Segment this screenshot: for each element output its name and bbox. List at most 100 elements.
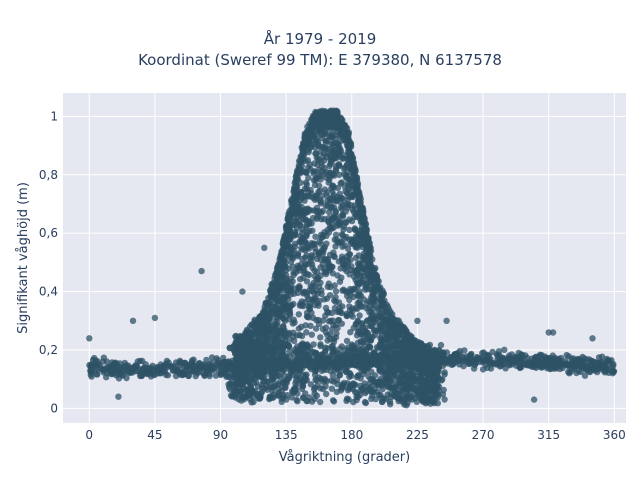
- data-point: [604, 357, 612, 364]
- data-point: [297, 212, 304, 220]
- data-point: [287, 215, 294, 222]
- data-point: [339, 287, 346, 294]
- data-point: [330, 155, 337, 162]
- data-point: [358, 339, 365, 346]
- data-point: [304, 123, 311, 130]
- data-point: [399, 358, 407, 366]
- data-point: [282, 333, 289, 340]
- data-point: [254, 369, 262, 376]
- data-point: [371, 332, 379, 339]
- data-point: [339, 155, 347, 162]
- data-point: [311, 241, 318, 248]
- data-point: [370, 266, 377, 273]
- data-point: [374, 283, 381, 291]
- data-point: [435, 357, 442, 364]
- data-point: [495, 348, 503, 355]
- data-point: [316, 182, 323, 190]
- data-point: [453, 358, 460, 365]
- data-point: [571, 360, 578, 367]
- data-point: [313, 204, 321, 212]
- data-point: [419, 387, 426, 394]
- data-point: [320, 317, 327, 324]
- data-point: [339, 232, 346, 239]
- x-tick-label: 135: [275, 428, 298, 442]
- data-point: [295, 285, 302, 293]
- data-point: [225, 358, 232, 365]
- data-point: [370, 378, 377, 385]
- data-point: [487, 355, 494, 363]
- data-point: [394, 324, 401, 332]
- data-point: [207, 366, 215, 373]
- data-point: [352, 352, 359, 360]
- data-point: [103, 358, 111, 365]
- x-tick-label: 270: [472, 428, 495, 442]
- data-point: [284, 279, 291, 286]
- data-point: [269, 375, 277, 382]
- data-point: [151, 371, 158, 379]
- data-point: [350, 208, 357, 216]
- data-point: [317, 341, 324, 348]
- data-point: [310, 290, 318, 297]
- data-point: [484, 364, 491, 371]
- data-point: [367, 337, 375, 344]
- data-point: [363, 388, 370, 395]
- data-point: [391, 333, 398, 340]
- data-point: [389, 314, 396, 322]
- x-tick-label: 225: [406, 428, 429, 442]
- data-point: [555, 355, 562, 362]
- data-point: [387, 349, 395, 356]
- data-point: [378, 293, 386, 300]
- data-point: [309, 194, 317, 201]
- data-point: [149, 366, 156, 373]
- data-point: [297, 276, 304, 283]
- data-point: [304, 313, 311, 320]
- data-point: [343, 395, 351, 402]
- data-point: [234, 368, 241, 375]
- data-point: [156, 369, 164, 377]
- data-point: [307, 381, 315, 388]
- data-point: [362, 399, 370, 407]
- data-point: [443, 317, 450, 324]
- data-point: [321, 186, 329, 193]
- data-point: [317, 272, 324, 279]
- data-point: [579, 363, 587, 371]
- data-point: [326, 162, 333, 170]
- data-point: [333, 236, 340, 243]
- data-point: [323, 240, 330, 247]
- data-point: [365, 373, 372, 380]
- data-point: [315, 188, 322, 196]
- data-point: [342, 174, 350, 181]
- data-point: [502, 365, 509, 372]
- data-point: [344, 289, 351, 296]
- data-point: [197, 362, 204, 369]
- data-point: [441, 396, 448, 403]
- data-point: [293, 396, 300, 404]
- data-point: [355, 230, 363, 237]
- data-point: [359, 354, 367, 361]
- data-point: [354, 305, 361, 313]
- data-point: [355, 197, 362, 204]
- data-point: [303, 252, 310, 259]
- data-point: [303, 244, 310, 252]
- data-point: [286, 303, 293, 311]
- data-point: [325, 280, 332, 287]
- data-point: [231, 345, 239, 352]
- data-point: [324, 308, 331, 315]
- data-point: [338, 179, 345, 186]
- data-point: [288, 208, 295, 216]
- data-point: [413, 398, 420, 405]
- data-point: [333, 108, 341, 115]
- data-point: [320, 153, 327, 161]
- data-point: [336, 371, 344, 379]
- data-point: [272, 307, 280, 315]
- data-point: [330, 249, 337, 256]
- data-point: [320, 245, 327, 252]
- data-point: [271, 292, 278, 299]
- data-point: [110, 366, 118, 373]
- data-point: [250, 398, 257, 406]
- data-point: [325, 362, 332, 369]
- data-point: [423, 392, 430, 399]
- data-point: [332, 298, 339, 306]
- data-point: [512, 359, 519, 366]
- data-point: [293, 171, 300, 179]
